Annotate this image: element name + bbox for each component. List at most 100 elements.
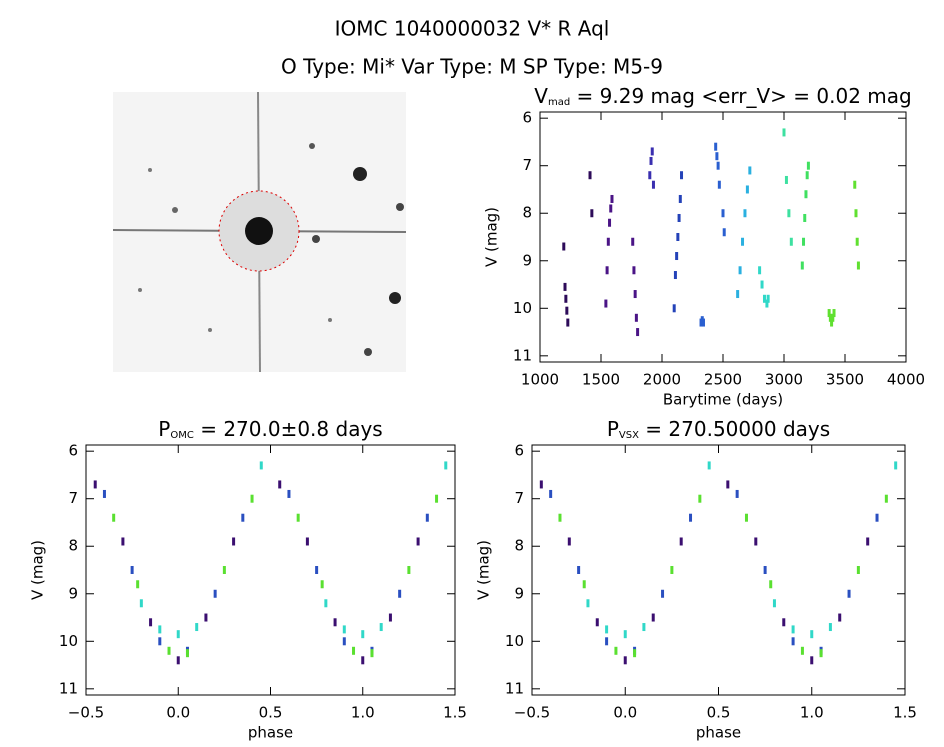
y-axis-label: V (mag): [483, 207, 501, 267]
data-point: [894, 461, 898, 470]
title-sub: OMC: [170, 430, 193, 441]
data-point: [425, 513, 429, 522]
data-point: [736, 290, 740, 299]
chart-title: PVSX = 270.50000 days: [607, 417, 830, 442]
data-point: [714, 142, 718, 151]
x-axis-label: Barytime (days): [663, 391, 783, 409]
x-tick-label: 1.5: [443, 704, 467, 722]
data-point: [361, 656, 365, 665]
x-tick-label: 1.0: [351, 704, 375, 722]
data-point: [847, 589, 851, 598]
data-point: [854, 209, 858, 218]
data-point: [689, 513, 693, 522]
data-point: [672, 304, 676, 313]
data-point: [677, 213, 681, 222]
data-point: [651, 613, 655, 622]
data-point: [590, 209, 594, 218]
data-point: [213, 589, 217, 598]
data-point: [701, 318, 705, 327]
title-main: P: [158, 417, 170, 441]
data-point: [609, 204, 613, 213]
y-tick-label: 8: [514, 537, 524, 555]
data-point: [810, 630, 814, 639]
data-point: [130, 566, 134, 574]
title-main: V: [534, 84, 548, 108]
data-point: [623, 656, 627, 665]
data-point: [324, 599, 328, 608]
data-point: [661, 589, 665, 598]
data-point: [884, 494, 888, 503]
data-point: [765, 299, 769, 308]
data-point: [634, 313, 638, 322]
data-point: [651, 180, 655, 189]
chart-title: POMC = 270.0±0.8 days: [158, 417, 382, 442]
star: [138, 288, 142, 292]
data-point: [855, 237, 859, 246]
x-tick-label: 1500: [582, 371, 620, 389]
y-tick-label: 9: [514, 584, 524, 602]
data-point: [605, 637, 609, 646]
data-point: [407, 566, 411, 574]
data-point: [565, 306, 569, 315]
data-point: [379, 623, 383, 632]
y-tick-label: 7: [522, 156, 532, 174]
title-main: P: [607, 417, 619, 441]
data-point: [715, 152, 719, 161]
data-point: [726, 480, 730, 489]
data-point: [754, 537, 758, 546]
data-point: [782, 128, 786, 137]
data-point: [296, 513, 300, 522]
data-point: [287, 489, 291, 498]
data-point: [204, 613, 208, 622]
star: [396, 203, 404, 211]
star: [245, 217, 273, 245]
data-point: [758, 266, 762, 275]
x-tick-label: 1000: [521, 371, 559, 389]
data-point: [866, 537, 870, 546]
x-axis-label: phase: [248, 724, 293, 742]
data-point: [278, 480, 282, 489]
x-tick-label: 3500: [826, 371, 864, 389]
chart: PVSX = 270.50000 days −0.5 0.0 0.5 1.0 1.5 6 7 8…: [475, 417, 917, 742]
y-tick-label: 6: [522, 109, 532, 127]
data-point: [741, 237, 745, 246]
data-point: [649, 156, 653, 165]
data-point: [831, 313, 835, 322]
data-point: [650, 147, 654, 156]
y-tick-label: 11: [59, 679, 78, 697]
data-point: [800, 261, 804, 270]
data-point: [830, 318, 834, 327]
data-point: [361, 630, 365, 639]
data-point: [827, 309, 831, 318]
data-point: [93, 480, 97, 489]
y-axis-label: V (mag): [29, 540, 47, 600]
data-point: [139, 599, 143, 608]
data-point: [250, 494, 254, 503]
data-point: [804, 190, 808, 199]
data-point: [678, 194, 682, 203]
data-point: [333, 618, 337, 627]
data-point: [595, 618, 599, 627]
data-point: [721, 209, 725, 218]
data-point: [743, 209, 747, 218]
star: [328, 318, 332, 322]
data-point: [805, 171, 809, 180]
y-tick-label: 9: [68, 584, 78, 602]
data-point: [789, 237, 793, 246]
data-point: [586, 599, 590, 608]
star: [309, 143, 315, 149]
data-point: [398, 589, 402, 598]
chart-title: Vmad = 9.29 mag <err_V> = 0.02 mag: [534, 84, 911, 109]
data-point: [352, 646, 356, 655]
title-rest: = 270.50000 days: [639, 417, 830, 441]
data-point: [539, 480, 543, 489]
data-point: [791, 637, 795, 646]
x-tick-label: 0.0: [613, 704, 637, 722]
data-point: [388, 613, 392, 622]
data-point: [673, 271, 677, 280]
data-point: [791, 625, 795, 634]
data-point: [760, 280, 764, 289]
y-tick-label: 7: [514, 489, 524, 507]
data-point: [259, 461, 263, 470]
data-point: [787, 209, 791, 218]
